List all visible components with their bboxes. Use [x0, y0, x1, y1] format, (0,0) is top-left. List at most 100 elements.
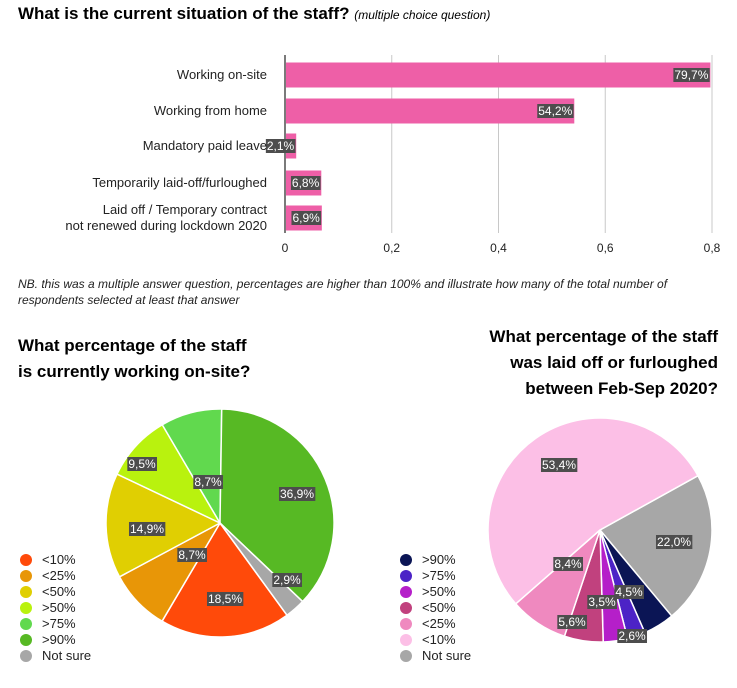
bar-chart: 0 0,2 0,4 0,6 0,8 79,7% Working on-site 54,2% Wo…: [65, 55, 721, 255]
category-label: Laid off / Temporary contract not renewed…: [65, 202, 267, 233]
legend-label: <10%: [422, 632, 456, 647]
legend-swatch: [20, 634, 32, 646]
pie-data-label: 9,5%: [127, 457, 158, 471]
chart-title-text: What is the current situation of the sta…: [18, 4, 350, 23]
legend-label: >75%: [422, 568, 456, 583]
pie2-title-line-2: was laid off or furloughed: [510, 353, 718, 372]
legend-item: >75%: [400, 568, 471, 584]
legend-swatch: [20, 570, 32, 582]
svg-text:79,7%: 79,7%: [674, 68, 708, 82]
pie-data-label: 18,5%: [206, 592, 244, 606]
pie-slice: [219, 522, 304, 617]
legend-swatch: [20, 602, 32, 614]
svg-text:14,9%: 14,9%: [130, 522, 164, 536]
pie-data-label: 3,5%: [587, 595, 618, 609]
legend-label: <50%: [422, 600, 456, 615]
svg-text:53,4%: 53,4%: [542, 458, 576, 472]
pie-data-label: 4,5%: [614, 585, 645, 599]
svg-text:54,2%: 54,2%: [538, 104, 572, 118]
legend-item: >50%: [400, 584, 471, 600]
pie-data-label: 53,4%: [540, 458, 578, 472]
bar: [286, 98, 575, 124]
legend-item: >90%: [400, 552, 471, 568]
bar-data-label: 6,8%: [290, 176, 321, 190]
legend-item: >50%: [20, 600, 91, 616]
svg-text:36,9%: 36,9%: [280, 487, 314, 501]
legend-item: >75%: [20, 616, 91, 632]
category-label: Working from home: [154, 103, 267, 118]
legend-swatch: [400, 586, 412, 598]
pie1-legend: <10% <25% <50% >50% >75% >90% Not sure: [20, 552, 91, 664]
chart-title: What is the current situation of the sta…: [18, 4, 490, 24]
svg-text:22,0%: 22,0%: [657, 535, 691, 549]
legend-item: <50%: [400, 600, 471, 616]
legend-item: <10%: [20, 552, 91, 568]
pie2-title-line-3: between Feb-Sep 2020?: [525, 379, 718, 398]
legend-label: <50%: [42, 584, 76, 599]
x-tick-label: 0,4: [490, 241, 507, 255]
svg-text:2,1%: 2,1%: [267, 139, 295, 153]
category-label: Temporarily laid-off/furloughed: [92, 175, 267, 190]
pie-slice: [161, 521, 289, 638]
svg-text:18,5%: 18,5%: [208, 592, 242, 606]
legend-label: >50%: [422, 584, 456, 599]
svg-text:5,6%: 5,6%: [558, 615, 586, 629]
x-tick-label: 0,8: [704, 241, 721, 255]
legend-item: <10%: [400, 632, 471, 648]
pie1-title-line-2: is currently working on-site?: [18, 362, 251, 381]
legend-swatch: [400, 570, 412, 582]
legend-label: >75%: [42, 616, 76, 631]
pie-data-label: 22,0%: [655, 535, 693, 549]
pie-data-label: 36,9%: [278, 487, 316, 501]
legend-swatch: [400, 618, 412, 630]
x-tick-label: 0: [282, 241, 289, 255]
pie-data-label: 8,7%: [193, 475, 224, 489]
pie-data-label: 5,6%: [557, 615, 588, 629]
legend-item: >90%: [20, 632, 91, 648]
bar-data-label: 54,2%: [537, 104, 574, 118]
svg-text:2,9%: 2,9%: [273, 573, 301, 587]
pie-slice: [487, 417, 699, 605]
bar: [286, 62, 711, 88]
x-tick-label: 0,6: [597, 241, 614, 255]
svg-text:8,4%: 8,4%: [554, 557, 582, 571]
legend-label: >90%: [42, 632, 76, 647]
category-label: Mandatory paid leave: [143, 138, 267, 153]
legend-item: Not sure: [400, 648, 471, 664]
legend-swatch: [400, 554, 412, 566]
legend-item: <25%: [20, 568, 91, 584]
pie-data-label: 2,9%: [272, 573, 303, 587]
pie-data-label: 2,6%: [617, 629, 648, 643]
svg-text:3,5%: 3,5%: [588, 595, 616, 609]
chart-subtitle: (multiple choice question): [354, 8, 491, 22]
pie1-title-line-1: What percentage of the staff: [18, 336, 247, 355]
pie-data-label: 8,4%: [553, 557, 584, 571]
legend-label: Not sure: [422, 648, 472, 663]
svg-text:6,9%: 6,9%: [292, 211, 320, 225]
pie-slice: [598, 474, 713, 618]
x-tick-label: 0,2: [383, 241, 400, 255]
bar-data-label: 6,9%: [291, 211, 322, 225]
pie-slice: [219, 408, 335, 603]
bar-data-label: 79,7%: [673, 68, 710, 82]
legend-label: <10%: [42, 552, 76, 567]
svg-text:4,5%: 4,5%: [615, 585, 643, 599]
legend-swatch: [20, 554, 32, 566]
svg-text:2,6%: 2,6%: [618, 629, 646, 643]
legend-item: Not sure: [20, 648, 91, 664]
svg-text:6,8%: 6,8%: [292, 176, 320, 190]
bar-data-label: 2,1%: [265, 139, 296, 153]
pie2-title: What percentage of the staff was laid of…: [420, 324, 718, 402]
legend-label: <25%: [42, 568, 76, 583]
legend-swatch: [20, 650, 32, 662]
category-label: Working on-site: [177, 67, 267, 82]
legend-item: <50%: [20, 584, 91, 600]
pie1-title: What percentage of the staff is currentl…: [18, 333, 250, 385]
legend-swatch: [400, 634, 412, 646]
legend-label: Not sure: [42, 648, 92, 663]
svg-text:8,7%: 8,7%: [194, 475, 222, 489]
legend-label: >50%: [42, 600, 76, 615]
legend-swatch: [400, 650, 412, 662]
pie2-legend: >90% >75% >50% <50% <25% <10% Not sure: [400, 552, 471, 664]
legend-swatch: [20, 586, 32, 598]
